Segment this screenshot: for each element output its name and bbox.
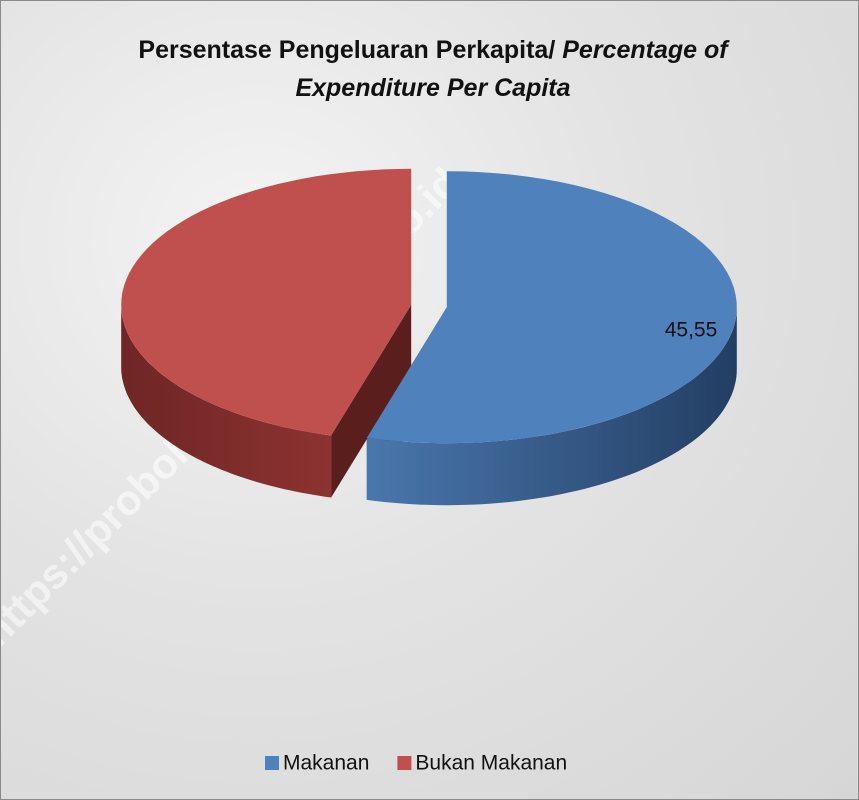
legend-label: Makanan	[283, 752, 369, 775]
title-translation: Percentage of Expenditure Per Capita	[295, 36, 728, 102]
title: Persentase Pengeluaran Perkapita/	[138, 36, 563, 64]
slice-face	[331, 304, 412, 498]
legend-swatch	[265, 756, 279, 770]
chart-title: Persentase Pengeluaran Perkapita/ Percen…	[88, 31, 778, 107]
slice	[121, 168, 412, 436]
data-label: 45,55	[665, 319, 718, 342]
legend-swatch	[397, 756, 412, 770]
legend-label: Bukan Makanan	[415, 752, 567, 775]
legend: Makanan Bukan Makanan	[265, 752, 567, 775]
slice-side	[366, 307, 737, 506]
slice-side	[121, 304, 332, 498]
slice	[366, 171, 737, 444]
